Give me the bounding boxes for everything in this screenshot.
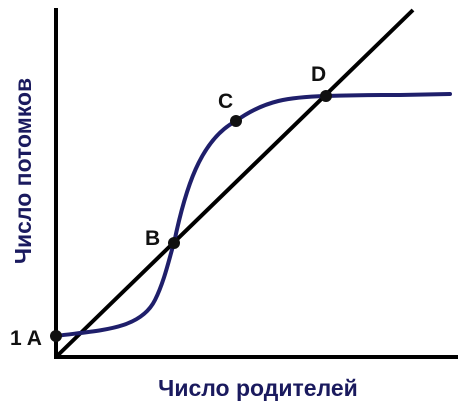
point-c-label: C [218,90,233,113]
reproduction-curve [54,92,452,338]
point-d-label: D [311,63,326,86]
point-a [50,330,62,342]
x-axis-label: Число родителей [158,375,358,401]
point-a-label: 1 A [10,327,42,350]
replacement-line [54,8,415,359]
y-axis-label: Число потомков [10,78,36,264]
point-b [168,237,180,249]
point-d [320,90,332,102]
point-c [230,115,242,127]
point-b-label: B [145,227,160,250]
